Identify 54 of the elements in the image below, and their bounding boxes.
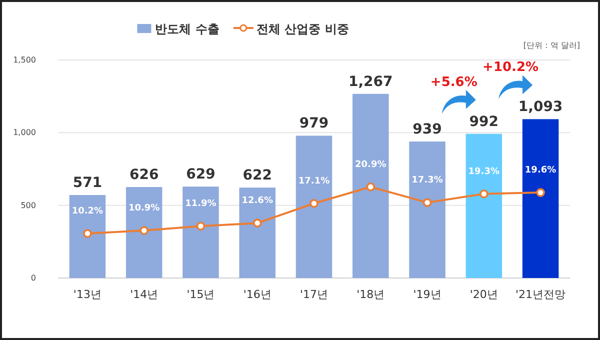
x-tick-label: '14년 [130, 288, 158, 301]
y-tick-label: 0 [30, 274, 36, 283]
point [480, 189, 488, 198]
x-tick-label: '18년 [356, 288, 385, 301]
bar [182, 186, 219, 278]
data-label: 17.3% [412, 176, 443, 186]
legend-label: 반도체 수출 [155, 22, 220, 36]
legend-label: 전체 산업중 비중 [256, 22, 349, 36]
data-label: 10.9% [128, 203, 160, 214]
bar [522, 119, 559, 278]
x-tick-label: '19년 [413, 288, 442, 301]
data-label: 11.9% [185, 199, 216, 210]
bar [126, 187, 162, 278]
data-label: 939 [412, 122, 442, 138]
data-label: 1,267 [348, 74, 393, 90]
point [366, 182, 376, 192]
data-label: 12.6% [242, 196, 273, 206]
data-label: 17.1% [298, 176, 330, 186]
point [83, 229, 92, 238]
data-label: 19.6% [524, 166, 556, 176]
point [252, 218, 262, 228]
bar [239, 188, 276, 278]
text: [단위 : 억 달러] [523, 41, 580, 50]
y-tick-label: 1,500 [13, 56, 36, 65]
data-label: 20.9% [355, 160, 386, 170]
x-tick-label: '21년전망 [516, 288, 566, 301]
data-label: 10.2% [72, 206, 104, 217]
point [140, 226, 148, 235]
data-label: 979 [299, 116, 329, 132]
point [310, 199, 318, 208]
bar [409, 142, 446, 278]
bar [352, 94, 389, 278]
data-label: 626 [129, 167, 159, 184]
x-tick-label: '20년 [470, 288, 498, 301]
bar [466, 134, 502, 278]
data-label: 1,093 [518, 99, 563, 116]
bar [296, 136, 332, 278]
data-label: 571 [72, 175, 102, 192]
point [422, 198, 432, 207]
data-label: 19.3% [468, 166, 500, 177]
x-tick-label: '13년 [73, 288, 102, 301]
x-tick-label: '17년 [300, 288, 328, 301]
y-tick-label: 500 [20, 200, 36, 210]
x-tick-label: '16년 [243, 288, 272, 301]
point [196, 222, 206, 231]
annotation: +10.2% [482, 60, 539, 76]
y-tick-label: 1,000 [13, 128, 36, 138]
x-tick-label: '15년 [186, 288, 215, 301]
data-label: 622 [242, 168, 272, 184]
data-label: 629 [186, 166, 216, 183]
bar [69, 195, 106, 278]
annotation: +5.6% [430, 74, 478, 90]
point [536, 188, 545, 197]
data-label: 992 [469, 114, 499, 130]
